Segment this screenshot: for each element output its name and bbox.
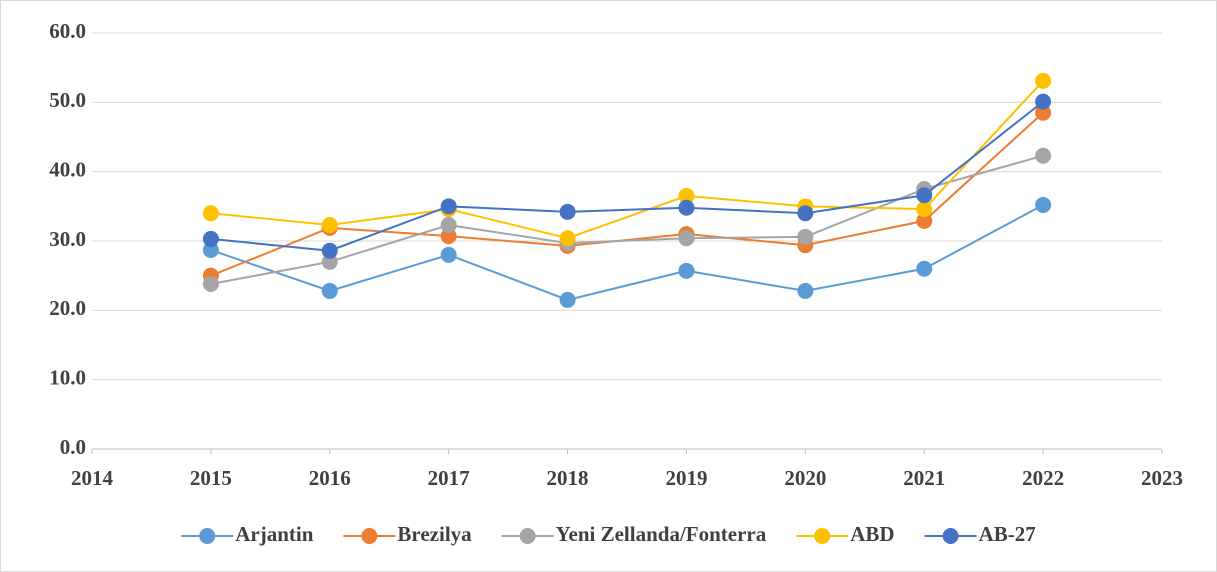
series-line: [210, 100, 1044, 252]
y-tick-label: 50.0: [49, 88, 86, 112]
legend-label: AB-27: [979, 522, 1036, 546]
data-point: [440, 228, 457, 245]
x-tick-label: 2023: [1141, 466, 1183, 490]
y-tick-label: 20.0: [49, 296, 86, 320]
data-point: [1035, 147, 1052, 164]
data-point: [321, 253, 338, 270]
series-line: [210, 154, 1044, 285]
x-tick-label: 2022: [1022, 466, 1064, 490]
data-point: [202, 205, 219, 222]
y-tick-label: 0.0: [60, 435, 86, 459]
legend-marker: [942, 528, 959, 544]
y-tick-label: 60.0: [49, 19, 86, 43]
legend-label: Yeni Zellanda/Fonterra: [556, 522, 767, 546]
y-tick-label: 10.0: [49, 365, 86, 389]
legend-item: AB-27: [924, 522, 1036, 546]
data-point: [321, 217, 338, 234]
x-tick-label: 2020: [784, 466, 826, 490]
data-point: [1035, 93, 1052, 110]
y-tick-label: 40.0: [49, 157, 86, 181]
data-point: [678, 199, 695, 216]
x-tick-label: 2015: [190, 466, 232, 490]
data-point: [559, 230, 576, 247]
legend-item: Arjantin: [181, 522, 314, 546]
data-point: [559, 203, 576, 220]
data-point: [202, 230, 219, 247]
data-point: [916, 260, 933, 277]
data-point: [440, 246, 457, 263]
data-point: [916, 187, 933, 204]
legend-item: ABD: [796, 522, 895, 546]
data-point: [321, 282, 338, 299]
legend-marker: [519, 528, 536, 544]
data-point: [202, 275, 219, 292]
x-tick-label: 2018: [547, 466, 589, 490]
legend-label: ABD: [850, 522, 894, 546]
legend-item: Brezilya: [343, 522, 472, 546]
data-point: [440, 198, 457, 215]
x-tick-label: 2016: [309, 466, 351, 490]
data-point: [678, 230, 695, 247]
data-point: [202, 242, 219, 259]
x-tick-label: 2014: [71, 466, 114, 490]
data-point: [1035, 72, 1052, 89]
y-tick-label: 30.0: [49, 227, 86, 251]
series-line: [210, 204, 1044, 301]
series-line: [210, 80, 1044, 240]
data-point: [1035, 196, 1052, 213]
data-point: [678, 262, 695, 279]
data-point: [797, 282, 814, 299]
data-point: [797, 228, 814, 245]
data-point: [440, 217, 457, 234]
legend-label: Arjantin: [235, 522, 313, 546]
data-point: [1035, 104, 1052, 121]
data-point: [916, 201, 933, 218]
x-tick-label: 2017: [428, 466, 470, 490]
legend-marker: [361, 528, 378, 544]
x-tick-label: 2021: [903, 466, 945, 490]
legend-item: Yeni Zellanda/Fonterra: [501, 522, 767, 546]
data-point: [797, 205, 814, 222]
x-tick-label: 2019: [665, 466, 707, 490]
legend-marker: [814, 528, 831, 544]
legend-label: Brezilya: [397, 522, 472, 546]
data-point: [321, 242, 338, 259]
legend-marker: [199, 528, 216, 544]
legend: Arjantin Brezilya Yeni Zellanda/Fonterra AB…: [181, 522, 1036, 546]
data-point: [916, 212, 933, 229]
data-point: [559, 291, 576, 308]
data-point: [678, 187, 695, 204]
